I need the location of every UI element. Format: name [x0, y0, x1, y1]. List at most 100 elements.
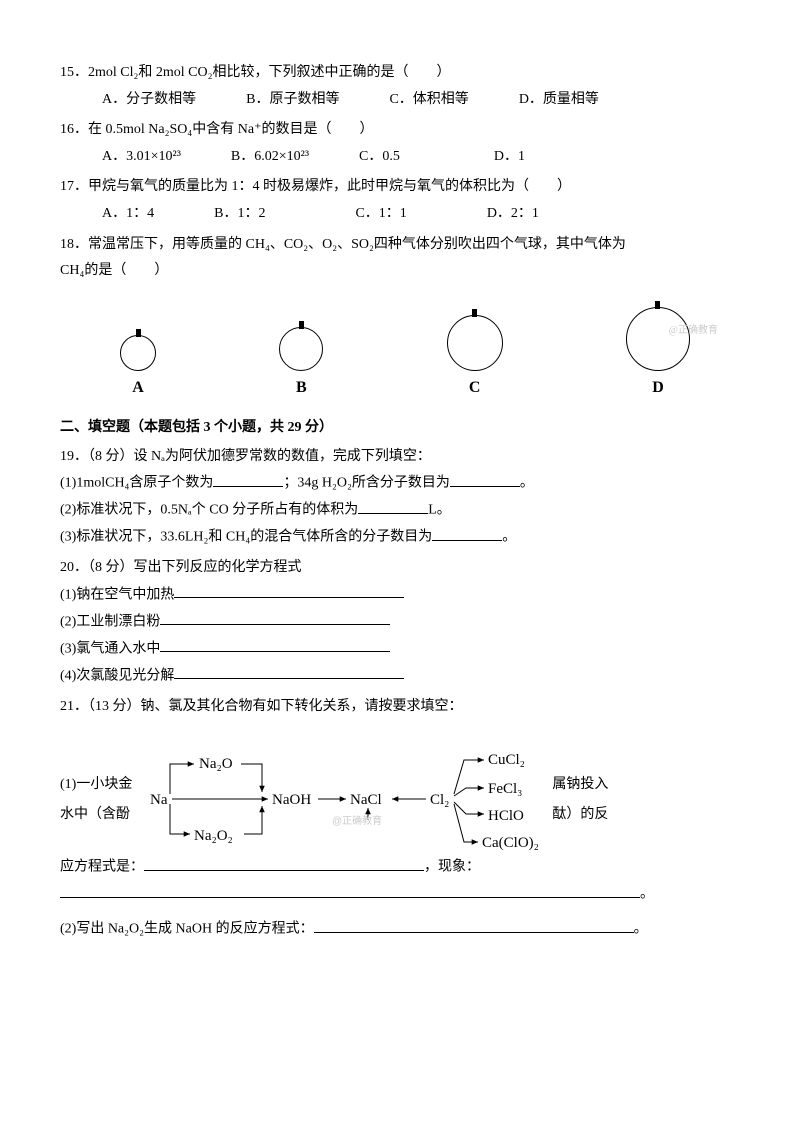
q21-p3a: 应方程式是：: [60, 860, 144, 875]
q15: 15．2mol Cl₂和 2mol CO₂相比较，下列叙述中正确的是（ ） A．…: [60, 60, 720, 113]
balloon-knot: [472, 309, 477, 317]
q18-line2: CH₄的是（ ）: [60, 258, 720, 285]
q21-p2b: 酞）的反: [552, 800, 608, 831]
blank: [213, 470, 283, 486]
q17-stem: 17．甲烷与氧气的质量比为 1：4 时极易爆炸，此时甲烷与氧气的体积比为（ ）: [60, 174, 720, 201]
q15-options: A．分子数相等 B．原子数相等 C．体积相等 D．质量相等: [60, 87, 720, 114]
watermark-icon: @正确教育: [669, 321, 718, 340]
q20-p2-text: (2)工业制漂白粉: [60, 614, 160, 629]
q19-p3: (3)标准状况下，33.6LH₂和 CH₄的混合气体所含的分子数目为 。: [60, 524, 720, 551]
balloon-a-item: A: [120, 329, 156, 403]
balloon-c-circle: [447, 315, 503, 371]
q20: 20．（8 分）写出下列反应的化学方程式 (1)钠在空气中加热 (2)工业制漂白…: [60, 555, 720, 690]
q19-p3b: 。: [502, 530, 516, 545]
q21-p2a: 水中（含酚: [60, 800, 132, 831]
q20-p3: (3)氯气通入水中: [60, 636, 720, 663]
balloon-c-item: C: [447, 309, 503, 403]
q17-opt-d: D．2：1: [487, 201, 539, 228]
q17: 17．甲烷与氧气的质量比为 1：4 时极易爆炸，此时甲烷与氧气的体积比为（ ） …: [60, 174, 720, 227]
node-cl2: Cl₂: [430, 792, 449, 808]
conversion-diagram: Na Na₂O Na₂O₂ NaOH NaCl Cl₂ CuCl₂: [132, 748, 548, 852]
q19-p1: (1)1molCH₄含原子个数为 ；34g H₂O₂所含分子数目为 。: [60, 470, 720, 497]
node-na2o2: Na₂O₂: [194, 828, 233, 844]
node-fecl3: FeCl₃: [488, 781, 522, 797]
node-na: Na: [150, 792, 168, 808]
section-2-title: 二、填空题（本题包括 3 个小题，共 29 分）: [60, 415, 720, 442]
q21-p3b: ，现象：: [424, 860, 480, 875]
spacer: [60, 908, 720, 916]
q21-diagram-wrap: (1)一小块金 水中（含酚 Na Na₂O Na₂O₂ NaOH NaCl: [60, 748, 720, 852]
q19-p2: (2)标准状况下，0.5Nₐ个 CO 分子所占有的体积为 L。: [60, 497, 720, 524]
q21-p3-line2: 。: [60, 881, 720, 908]
blank: [358, 497, 428, 513]
q15-opt-c: C．体积相等: [389, 87, 468, 114]
q16-opt-b: B．6.02×10²³: [231, 144, 309, 171]
balloon-b-label: B: [296, 373, 307, 403]
blank: [174, 582, 404, 598]
node-cucl2: CuCl₂: [488, 752, 525, 768]
q20-p4-text: (4)次氯酸见光分解: [60, 668, 174, 683]
blank: [450, 470, 520, 486]
blank: [314, 916, 634, 932]
q21-p4b: 。: [634, 922, 648, 937]
q18: 18．常温常压下，用等质量的 CH₄、CO₂、O₂、SO₂四种气体分别吹出四个气…: [60, 232, 720, 285]
q20-stem: 20．（8 分）写出下列反应的化学方程式: [60, 555, 720, 582]
balloon-d-item: D @正确教育: [626, 301, 690, 403]
blank: [60, 881, 640, 897]
balloon-knot: [299, 321, 304, 329]
q15-opt-d: D．质量相等: [519, 87, 599, 114]
q21-stem: 21．（13 分）钠、氯及其化合物有如下转化关系，请按要求填空：: [60, 694, 720, 721]
q19-stem: 19．（8 分）设 Nₐ为阿伏加德罗常数的数值，完成下列填空：: [60, 444, 720, 471]
q15-opt-a: A．分子数相等: [102, 87, 196, 114]
q19-p1b: ；34g H₂O₂所含分子数目为: [283, 476, 449, 491]
balloon-b-circle: [279, 327, 323, 371]
q16-opt-c: C．0.5: [359, 144, 400, 171]
q21: 21．（13 分）钠、氯及其化合物有如下转化关系，请按要求填空： (1)一小块金…: [60, 694, 720, 944]
node-naoh: NaOH: [272, 792, 311, 808]
q21-p4: (2)写出 Na₂O₂生成 NaOH 的反应方程式： 。: [60, 916, 720, 943]
node-nacl: NaCl: [350, 792, 382, 808]
q21-p1a: (1)一小块金: [60, 770, 132, 801]
blank: [144, 854, 424, 870]
q19-p2b: L。: [428, 503, 451, 518]
watermark-icon: @正确教育: [332, 814, 382, 827]
q20-p1: (1)钠在空气中加热: [60, 582, 720, 609]
q21-p4a: (2)写出 Na₂O₂生成 NaOH 的反应方程式：: [60, 922, 314, 937]
q21-pre-col: (1)一小块金 水中（含酚: [60, 770, 132, 832]
q16-opt-d: D．1: [494, 144, 525, 171]
q20-p3-text: (3)氯气通入水中: [60, 641, 160, 656]
q15-stem: 15．2mol Cl₂和 2mol CO₂相比较，下列叙述中正确的是（ ）: [60, 60, 720, 87]
q21-post-col: 属钠投入 酞）的反: [552, 770, 608, 832]
q19-p2a: (2)标准状况下，0.5Nₐ个 CO 分子所占有的体积为: [60, 503, 358, 518]
balloon-knot: [655, 301, 660, 309]
q21-p3c: 。: [640, 887, 654, 902]
blank: [432, 524, 502, 540]
q19-p1c: 。: [520, 476, 534, 491]
q16-stem: 16．在 0.5mol Na₂SO₄中含有 Na⁺的数目是（ ）: [60, 117, 720, 144]
q15-opt-b: B．原子数相等: [246, 87, 339, 114]
q17-opt-c: C．1：1: [355, 201, 406, 228]
balloon-c-label: C: [469, 373, 481, 403]
balloon-d-label: D: [652, 373, 664, 403]
q18-line1: 18．常温常压下，用等质量的 CH₄、CO₂、O₂、SO₂四种气体分别吹出四个气…: [60, 232, 720, 259]
q20-p2: (2)工业制漂白粉: [60, 609, 720, 636]
balloon-knot: [136, 329, 141, 337]
blank: [174, 663, 404, 679]
q16-options: A．3.01×10²³ B．6.02×10²³ C．0.5 D．1: [60, 144, 720, 171]
balloon-a-label: A: [132, 373, 144, 403]
q16: 16．在 0.5mol Na₂SO₄中含有 Na⁺的数目是（ ） A．3.01×…: [60, 117, 720, 170]
q19-p1a: (1)1molCH₄含原子个数为: [60, 476, 213, 491]
q20-p1-text: (1)钠在空气中加热: [60, 587, 174, 602]
q17-opt-b: B．1：2: [214, 201, 265, 228]
q20-p4: (4)次氯酸见光分解: [60, 663, 720, 690]
blank: [160, 636, 390, 652]
balloon-b-item: B: [279, 321, 323, 403]
q21-p3: 应方程式是： ，现象：: [60, 854, 720, 881]
q19: 19．（8 分）设 Nₐ为阿伏加德罗常数的数值，完成下列填空： (1)1molC…: [60, 444, 720, 552]
q19-p3a: (3)标准状况下，33.6LH₂和 CH₄的混合气体所含的分子数目为: [60, 530, 432, 545]
blank: [160, 609, 390, 625]
q21-p1b: 属钠投入: [552, 770, 608, 801]
balloon-row: A B C D @正确教育: [60, 289, 720, 407]
q16-opt-a: A．3.01×10²³: [102, 144, 181, 171]
balloon-a-circle: [120, 335, 156, 371]
